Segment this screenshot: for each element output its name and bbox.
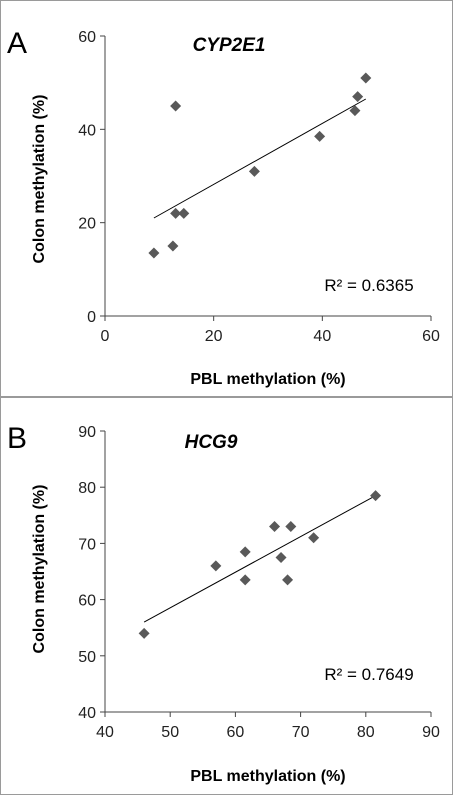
panel-a: A CYP2E1 Colon methylation (%) PBL methy… (0, 0, 453, 397)
chart-a-r-squared: R² = 0.6365 (324, 276, 413, 295)
chart-a-plot: 0 20 40 60 0 20 40 60 (78, 29, 440, 345)
chart-a-data-point (352, 91, 364, 103)
chart-b-y-tick-label: 80 (78, 480, 96, 497)
chart-b-trendline (143, 495, 376, 623)
chart-a-data-point (314, 130, 326, 142)
chart-b-title: HCG9 (185, 432, 238, 453)
chart-a-data-point (167, 240, 179, 252)
chart-b-data-point (285, 521, 297, 533)
chart-a-data-point (360, 72, 372, 84)
chart-b-data-point (239, 574, 251, 586)
chart-b-x-axis-label: PBL methylation (%) (190, 768, 345, 785)
chart-b-r-squared: R² = 0.7649 (324, 665, 413, 684)
chart-b-data-point (210, 560, 222, 572)
chart-b-svg: B HCG9 Colon methylation (%) PBL methyla… (7, 422, 440, 785)
chart-a-x-axis-label: PBL methylation (%) (190, 371, 345, 388)
chart-b-y-tick-label: 50 (78, 649, 96, 666)
chart-b-x-tick-label: 80 (357, 724, 375, 741)
chart-a-y-tick-label: 60 (78, 29, 96, 46)
chart-b-data-point (370, 490, 382, 502)
chart-b-plot: 40 50 60 70 80 90 40 50 60 70 80 90 (78, 424, 440, 741)
chart-a-data-point (248, 165, 260, 177)
chart-a-y-tick-label: 0 (87, 309, 96, 326)
chart-b-data-point (282, 574, 294, 586)
panel-b: B HCG9 Colon methylation (%) PBL methyla… (0, 397, 453, 795)
chart-a-x-tick-label: 60 (422, 328, 440, 345)
chart-b-data-point (138, 627, 150, 639)
chart-b-x-tick-label: 40 (96, 724, 114, 741)
chart-a-data-point (170, 207, 182, 219)
panel-letter-a: A (7, 27, 27, 60)
chart-a-x-tick-label: 40 (313, 328, 331, 345)
chart-b-data-point (239, 546, 251, 558)
chart-b-y-tick-label: 90 (78, 424, 96, 441)
chart-b-x-tick-label: 60 (227, 724, 245, 741)
chart-a-trendline (153, 98, 367, 219)
chart-a-data-point (148, 247, 160, 259)
chart-b-data-point (308, 532, 320, 544)
chart-a-x-tick-label: 20 (205, 328, 223, 345)
chart-a-data-point (170, 100, 182, 112)
chart-a-title: CYP2E1 (193, 35, 266, 56)
chart-a-data-point (349, 105, 361, 117)
chart-a-y-axis-label: Colon methylation (%) (31, 95, 48, 264)
chart-b-y-tick-label: 60 (78, 593, 96, 610)
chart-a-svg: A CYP2E1 Colon methylation (%) PBL methy… (7, 27, 440, 388)
chart-b-data-point (269, 521, 281, 533)
chart-b-y-axis-label: Colon methylation (%) (31, 485, 48, 654)
chart-a-y-tick-label: 40 (78, 122, 96, 139)
panel-letter-b: B (7, 422, 27, 455)
chart-b-y-tick-label: 40 (78, 705, 96, 722)
chart-a-x-tick-label: 0 (101, 328, 110, 345)
chart-b-x-tick-label: 50 (161, 724, 179, 741)
chart-a-data-point (178, 207, 190, 219)
chart-b-x-tick-label: 70 (292, 724, 310, 741)
chart-b-y-tick-label: 70 (78, 536, 96, 553)
chart-b-data-point (275, 551, 287, 563)
chart-b-x-tick-label: 90 (422, 724, 440, 741)
chart-a-y-tick-label: 20 (78, 216, 96, 233)
